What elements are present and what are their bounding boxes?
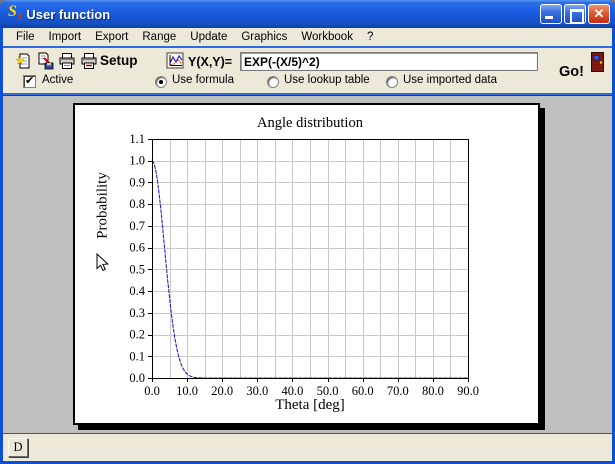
- use-lookup-table-label: Use lookup table: [284, 74, 370, 86]
- client-area: 0.0 0.1 0.2 0.3 0.4 0.5 0.6 0.7 0.8 0.9 1.0 1.1 0.0 1…: [3, 95, 612, 433]
- menu-item-help[interactable]: ?: [366, 31, 374, 43]
- x-tick-label: 70.0: [387, 384, 409, 398]
- window-title: User function: [26, 6, 111, 22]
- y-tick-label: 1.1: [129, 132, 145, 146]
- go-button[interactable]: Go!: [559, 64, 584, 80]
- x-tick-label: 40.0: [282, 384, 304, 398]
- print-icon[interactable]: [58, 52, 76, 70]
- maximize-button[interactable]: [564, 4, 586, 24]
- close-button[interactable]: [588, 4, 610, 24]
- x-axis-label: Theta [deg]: [275, 397, 345, 413]
- app-icon: S2: [8, 3, 23, 24]
- x-tick-label: 80.0: [422, 384, 444, 398]
- menu-item-export[interactable]: Export: [95, 31, 129, 43]
- y-tick-label: 0.0: [129, 371, 145, 385]
- x-tick-label: 30.0: [246, 384, 268, 398]
- toolbar: Setup Y(X,Y)= Go! Active Use formula Use…: [3, 48, 612, 95]
- exit-door-icon[interactable]: [591, 52, 604, 72]
- mouse-cursor: [96, 253, 109, 272]
- import-save-icon[interactable]: [36, 52, 54, 70]
- formula-label: Y(X,Y)=: [188, 55, 233, 69]
- d-button[interactable]: D: [8, 438, 28, 457]
- x-tick-label: 20.0: [211, 384, 233, 398]
- y-tick-label: 0.4: [129, 284, 145, 298]
- x-tick-label: 60.0: [352, 384, 374, 398]
- plot-border: [152, 139, 469, 379]
- angle-distribution-chart: 0.0 0.1 0.2 0.3 0.4 0.5 0.6 0.7 0.8 0.9 1.0 1.1 0.0 1…: [129, 132, 479, 398]
- menu-item-graphics[interactable]: Graphics: [241, 31, 288, 43]
- print-setup-icon[interactable]: [80, 52, 98, 70]
- y-tick-label: 0.1: [129, 349, 145, 363]
- x-tick-label: 0.0: [144, 384, 160, 398]
- menu-item-file[interactable]: File: [16, 31, 35, 43]
- x-tick-label: 90.0: [457, 384, 479, 398]
- y-tick-label: 0.7: [129, 219, 145, 233]
- formula-input[interactable]: [240, 52, 538, 71]
- window-controls: [540, 4, 610, 24]
- chart-panel: 0.0 0.1 0.2 0.3 0.4 0.5 0.6 0.7 0.8 0.9 1.0 1.1 0.0 1…: [73, 103, 540, 425]
- menu-item-import[interactable]: Import: [48, 31, 82, 43]
- menubar: File Import Export Range Update Graphics…: [3, 28, 612, 48]
- use-formula-radio[interactable]: [155, 76, 167, 88]
- use-imported-data-label: Use imported data: [403, 74, 497, 86]
- y-tick-label: 0.6: [129, 241, 145, 255]
- x-tick-label: 50.0: [317, 384, 339, 398]
- titlebar: S2 User function: [0, 0, 615, 28]
- chart-title: Angle distribution: [257, 115, 363, 131]
- graph-icon[interactable]: [166, 52, 184, 70]
- statusbar: D: [3, 433, 612, 461]
- setup-button[interactable]: Setup: [100, 53, 138, 68]
- menu-item-update[interactable]: Update: [190, 31, 228, 43]
- x-tick-label: 10.0: [176, 384, 198, 398]
- active-checkbox[interactable]: [23, 74, 36, 88]
- active-checkbox-label: Active: [42, 74, 74, 86]
- use-imported-data-radio[interactable]: [386, 76, 398, 88]
- y-tick-label: 0.8: [129, 197, 145, 211]
- y-tick-label: 0.5: [129, 262, 145, 276]
- menu-item-range[interactable]: Range: [142, 31, 177, 43]
- y-tick-label: 0.9: [129, 175, 145, 189]
- y-tick-label: 1.0: [129, 154, 145, 168]
- y-tick-label: 0.2: [129, 328, 145, 342]
- new-document-icon[interactable]: [14, 52, 32, 70]
- use-lookup-table-radio[interactable]: [267, 76, 279, 88]
- use-formula-label: Use formula: [172, 74, 234, 86]
- y-tick-label: 0.3: [129, 306, 145, 320]
- minimize-button[interactable]: [540, 4, 562, 24]
- menu-item-workbook[interactable]: Workbook: [301, 31, 353, 43]
